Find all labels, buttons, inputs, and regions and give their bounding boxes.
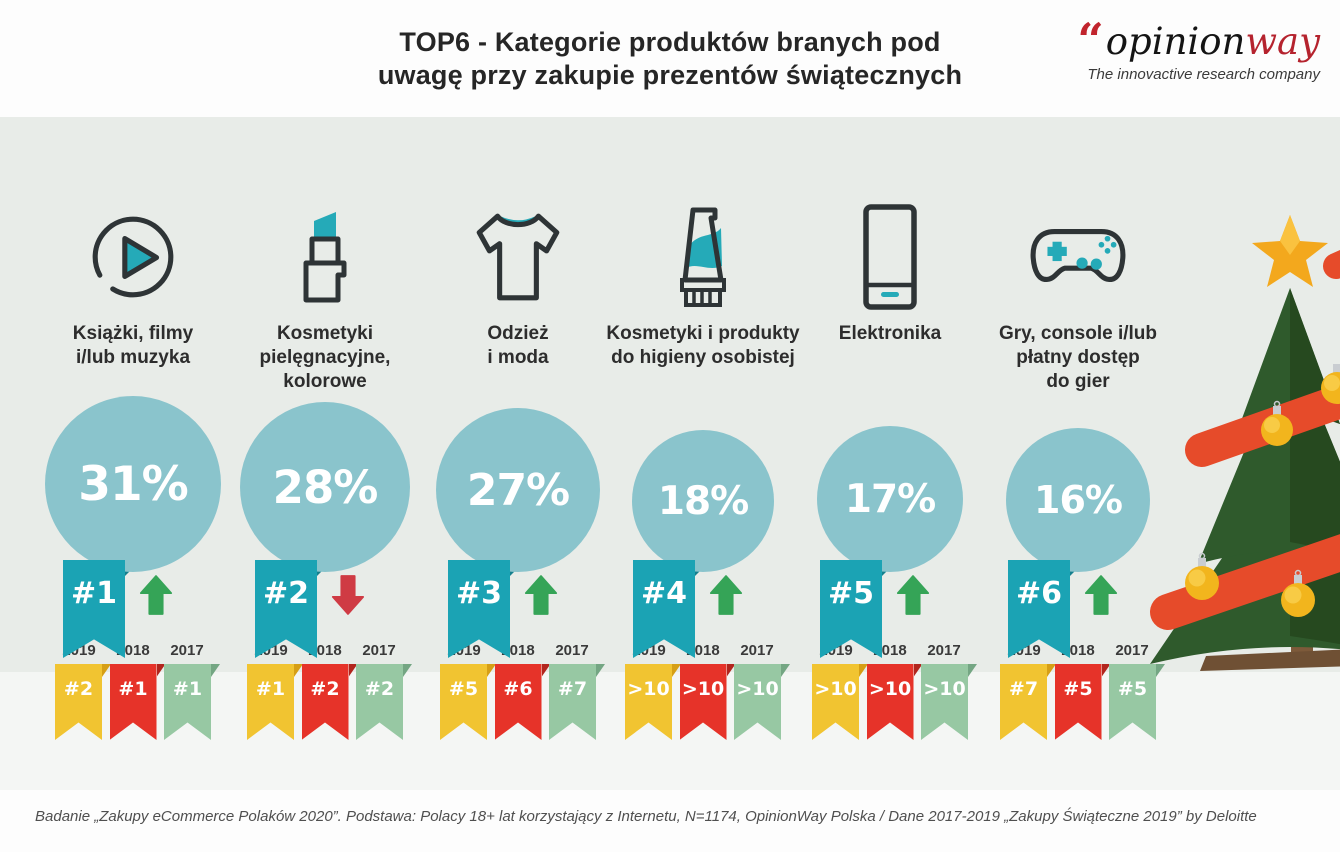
year-2017: 2017 — [1115, 642, 1149, 659]
category-column-3: Odzież i moda 27% #3 2019 2018 2017 #5 #… — [418, 200, 618, 760]
rank-history-badges: >10 >10 >10 — [812, 664, 977, 740]
category-column-6: Gry, console i/lub płatny dostęp do gier… — [978, 200, 1178, 760]
rank-history-badges: #7 #5 #5 — [1000, 664, 1165, 740]
page-title: TOP6 - Kategorie produktów branych pod u… — [377, 27, 963, 91]
category-column-2: Kosmetyki pielęgnacyjne, kolorowe 28% #2… — [225, 200, 425, 760]
year-2017: 2017 — [740, 642, 774, 659]
percent-bubble: 31% — [45, 396, 221, 572]
category-label: Gry, console i/lub płatny dostęp do gier — [998, 323, 1157, 392]
rank-history-badges: >10 >10 >10 — [625, 664, 790, 740]
badge-2018: #2 — [301, 664, 358, 740]
badge-2019: #5 — [440, 664, 496, 740]
rank-history-badges: #5 #6 #7 — [440, 664, 605, 740]
bauble — [1261, 400, 1293, 446]
bauble — [1185, 552, 1219, 600]
category-column-4: Kosmetyki i produkty do higieny osobiste… — [603, 200, 803, 760]
source-footnote: Badanie „Zakupy eCommerce Polaków 2020”.… — [35, 808, 1257, 825]
year-2017: 2017 — [927, 642, 961, 659]
category-label: Książki, filmy i/lub muzyka — [72, 323, 194, 368]
badge-2019: #1 — [247, 664, 303, 740]
category-label: Odzież i moda — [487, 323, 549, 368]
rank-history-badges: #2 #1 #1 — [55, 664, 220, 740]
quote-mark-icon: “ — [1077, 13, 1104, 67]
trend-up-arrow — [139, 574, 173, 616]
percent-bubble: 27% — [436, 408, 600, 572]
rank-ribbon: #1 — [63, 560, 125, 658]
percent-bubble: 18% — [632, 430, 774, 572]
category-label: Kosmetyki i produkty do higieny osobiste… — [606, 323, 800, 368]
lipstick-icon — [225, 200, 425, 314]
smartphone-icon — [790, 200, 990, 314]
trend-up-arrow — [709, 574, 743, 616]
trend-up-arrow — [524, 574, 558, 616]
category-column-5: Elektronika 17% #5 2019 2018 2017 >10 >1… — [790, 200, 990, 760]
year-2017: 2017 — [170, 642, 204, 659]
badge-2017: >10 — [734, 664, 790, 740]
christmas-tree-illustration — [1150, 215, 1340, 671]
category-column-1: Książki, filmy i/lub muzyka 31% #1 2019 … — [33, 200, 233, 760]
badge-2018: #6 — [494, 664, 551, 740]
play-icon — [33, 200, 233, 314]
badge-2018: >10 — [866, 664, 923, 740]
category-label: Elektronika — [838, 323, 942, 344]
year-2017: 2017 — [362, 642, 396, 659]
year-2017: 2017 — [555, 642, 589, 659]
bauble — [1321, 364, 1340, 404]
badge-2017: >10 — [921, 664, 977, 740]
badge-2018: #5 — [1054, 664, 1111, 740]
rank-history-badges: #1 #2 #2 — [247, 664, 412, 740]
badge-2019: #2 — [55, 664, 111, 740]
category-label: Kosmetyki pielęgnacyjne, kolorowe — [259, 323, 391, 392]
gamepad-icon — [978, 200, 1178, 314]
badge-2018: >10 — [679, 664, 736, 740]
trend-up-arrow — [896, 574, 930, 616]
badge-2017: #1 — [164, 664, 220, 740]
badge-2019: >10 — [625, 664, 681, 740]
bauble — [1281, 569, 1315, 617]
badge-2019: >10 — [812, 664, 868, 740]
badge-2018: #1 — [109, 664, 166, 740]
percent-bubble: 28% — [240, 402, 410, 572]
tshirt-icon — [418, 200, 618, 314]
badge-2017: #2 — [356, 664, 412, 740]
percent-bubble: 16% — [1006, 428, 1150, 572]
trend-up-arrow — [1084, 574, 1118, 616]
logo-text-opinion: opinion — [1105, 20, 1246, 63]
badge-2019: #7 — [1000, 664, 1056, 740]
trend-down-arrow — [331, 574, 365, 616]
logo-tagline: The innovactive research company — [1087, 65, 1320, 83]
badge-2017: #5 — [1109, 664, 1165, 740]
badge-2017: #7 — [549, 664, 605, 740]
tube-icon — [603, 200, 803, 314]
percent-bubble: 17% — [817, 426, 963, 572]
opinionway-logo: “ opinionway The innovactive research co… — [1000, 13, 1320, 83]
logo-text-way: way — [1245, 20, 1320, 63]
